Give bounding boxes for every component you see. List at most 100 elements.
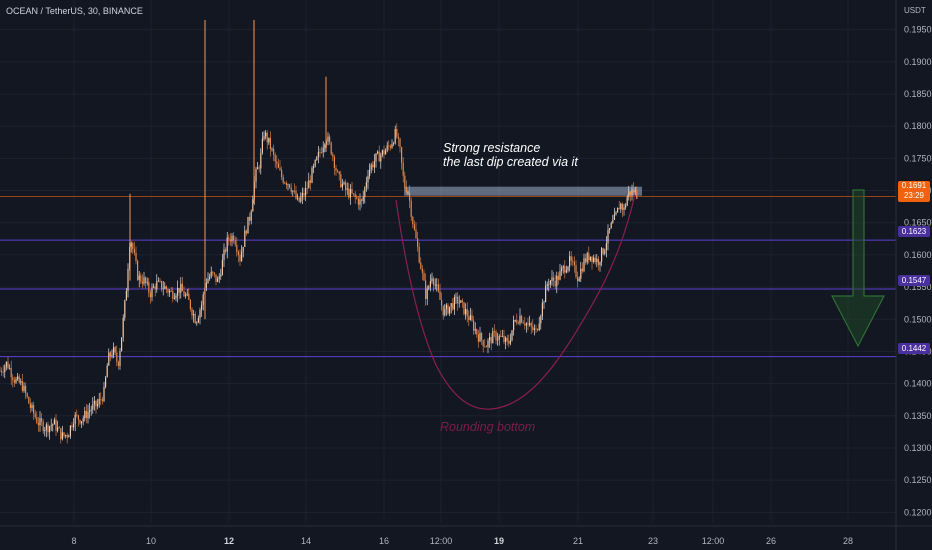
candle-body	[495, 331, 497, 341]
candle-body	[485, 346, 487, 348]
candle-body	[373, 161, 375, 168]
candle-body	[269, 137, 271, 149]
candle-body	[21, 380, 23, 391]
candle-body	[313, 165, 315, 169]
y-tick-label: 0.1350	[904, 411, 932, 421]
candle-body	[609, 228, 611, 230]
candle-body	[260, 152, 262, 169]
candle-body	[553, 277, 555, 281]
candle-body	[189, 299, 191, 310]
candle-body	[122, 317, 124, 338]
candle-body	[52, 424, 54, 426]
candle-body	[26, 393, 28, 397]
candle-body	[338, 171, 340, 175]
candle-body	[549, 280, 551, 285]
candle-body	[257, 167, 259, 170]
candle-body	[476, 329, 478, 335]
y-tick-label: 0.1400	[904, 379, 932, 389]
candle-body	[178, 287, 180, 293]
candle-body	[577, 277, 579, 282]
candle-body	[71, 425, 73, 428]
candle-body	[274, 154, 276, 162]
candle-body	[229, 239, 231, 242]
candle-body	[378, 151, 380, 162]
candle-body	[207, 278, 209, 284]
candle-body	[493, 331, 495, 333]
candle-body	[487, 340, 489, 347]
candle-body	[218, 276, 220, 279]
candle-body	[618, 207, 620, 210]
x-tick-label: 26	[766, 536, 776, 546]
candle-body	[330, 142, 332, 155]
candle-body	[625, 205, 627, 208]
x-tick-label: 16	[379, 536, 389, 546]
x-tick-label: 28	[843, 536, 853, 546]
candle-body	[498, 335, 500, 340]
candle-body	[263, 136, 265, 139]
candle-body	[380, 154, 382, 162]
candle-body	[580, 268, 582, 279]
candle-body	[461, 300, 463, 302]
candle-body	[569, 256, 571, 267]
candle-body	[623, 207, 625, 210]
candle-body	[12, 377, 14, 381]
candle-body	[191, 309, 193, 316]
candle-body	[97, 403, 99, 407]
candle-body	[372, 164, 374, 168]
candle-body	[84, 410, 86, 419]
candle-body	[437, 284, 439, 292]
candle-body	[554, 280, 556, 287]
candle-body	[279, 167, 281, 171]
candle-body	[636, 190, 638, 200]
candle-body	[68, 435, 70, 438]
candle-body	[201, 304, 203, 310]
y-tick-label: 0.1950	[904, 25, 932, 35]
candle-body	[209, 276, 211, 279]
y-tick-label: 0.1600	[904, 250, 932, 260]
candle-body	[617, 207, 619, 213]
candle-body	[124, 300, 126, 318]
candle-body	[583, 258, 585, 272]
candle-body	[113, 347, 115, 356]
candle-body	[601, 248, 603, 262]
candle-body	[63, 432, 65, 436]
candle-body	[169, 290, 171, 293]
candle-body	[45, 424, 47, 430]
candle-body	[533, 328, 535, 330]
candle-body	[199, 309, 201, 319]
symbol-label[interactable]: OCEAN / TetherUS, 30, BINANCE	[6, 6, 143, 16]
candle-body	[581, 268, 583, 272]
candle-body	[455, 296, 457, 298]
candle-body	[457, 296, 459, 304]
candle-body	[177, 287, 179, 296]
candle-body	[7, 361, 9, 369]
candle-body	[146, 282, 148, 284]
candle-body	[130, 243, 132, 247]
candle-body	[66, 434, 68, 438]
candle-body	[441, 299, 443, 306]
candle-body	[273, 148, 275, 155]
candle-body	[153, 286, 155, 288]
candle-body	[519, 315, 521, 324]
candle-body	[250, 211, 252, 221]
candle-body	[4, 366, 6, 373]
candle-body	[613, 214, 615, 221]
candle-body	[433, 278, 435, 285]
candle-body	[517, 323, 519, 324]
candle-body	[287, 184, 289, 186]
candle-body	[327, 136, 329, 142]
candle-body	[359, 199, 361, 205]
candle-body	[503, 335, 505, 343]
candle-body	[217, 278, 219, 282]
candle-body	[444, 308, 446, 316]
candle-body	[628, 191, 630, 198]
candle-body	[162, 288, 164, 290]
candle-body	[137, 261, 139, 280]
candle-body	[81, 421, 83, 424]
candle-body	[381, 150, 383, 155]
candle-body	[151, 287, 153, 298]
candle-body	[572, 260, 574, 263]
candle-body	[375, 153, 377, 162]
candles	[0, 123, 638, 444]
